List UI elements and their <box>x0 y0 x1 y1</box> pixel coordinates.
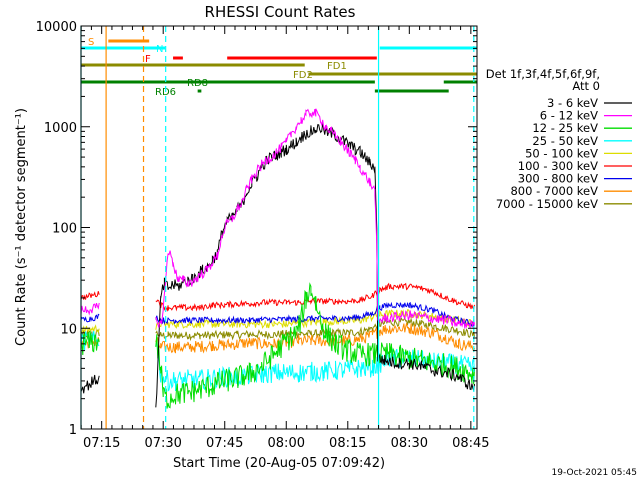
series-line-1 <box>80 108 475 329</box>
legend-label-3: 25 - 50 keV <box>532 134 598 148</box>
x-tick-label: 07:15 <box>83 436 120 451</box>
x-tick-label: 08:15 <box>329 436 366 451</box>
y-tick-label: 10 <box>60 322 77 337</box>
x-tick-label: 07:45 <box>206 436 243 451</box>
legend-label-8: 7000 - 15000 keV <box>496 197 598 211</box>
x-axis-label: Start Time (20-Aug-05 07:09:42) <box>173 456 385 471</box>
legend-label-2: 12 - 25 keV <box>532 121 598 135</box>
x-axis: 07:15 07:30 07:45 08:00 08:15 08:30 08:45 <box>80 26 490 451</box>
flags-layer: S NF FD1 FD2 RD8 RD6 <box>81 37 477 98</box>
flag-label-rd8: RD8 <box>187 78 208 89</box>
flag-label-fd1: FD1 <box>327 61 347 72</box>
y-axis-label: Count Rate (s⁻¹ detector segment⁻¹) <box>14 108 29 346</box>
y-axis: 1 10 100 1000 10000 <box>36 20 477 438</box>
y-tick-label: 100 <box>52 222 77 237</box>
legend-header-line-1: Det 1f,3f,4f,5f,6f,9f, <box>486 67 600 81</box>
flag-label-s: S <box>88 37 94 48</box>
flag-label-f: F <box>145 54 151 65</box>
x-tick-label: 08:30 <box>391 436 428 451</box>
flag-label-rd6: RD6 <box>155 87 176 98</box>
legend-label-5: 100 - 300 keV <box>518 159 598 173</box>
y-tick-label: 10000 <box>36 20 77 35</box>
x-tick-label: 08:00 <box>268 436 305 451</box>
series-line-0 <box>80 123 475 408</box>
x-tick-label: 07:30 <box>144 436 181 451</box>
series-line-6 <box>80 301 475 328</box>
x-tick-label: 08:45 <box>452 436 489 451</box>
legend-label-0: 3 - 6 keV <box>547 96 598 110</box>
chart-title: RHESSI Count Rates <box>205 3 356 21</box>
legend-label-4: 50 - 100 keV <box>525 146 598 160</box>
legend-label-1: 6 - 12 keV <box>540 109 598 123</box>
flag-label-fd2: FD2 <box>293 70 313 81</box>
series-line-2 <box>80 282 475 409</box>
legend-label-7: 800 - 7000 keV <box>510 184 598 198</box>
timestamp: 19-Oct-2021 05:45 <box>552 468 637 478</box>
legend-label-6: 300 - 800 keV <box>518 172 598 186</box>
y-tick-label: 1 <box>69 423 77 438</box>
y-tick-label: 1000 <box>44 121 77 136</box>
flag-label-n: N <box>156 44 163 55</box>
legend-header-line-2: Att 0 <box>572 79 600 93</box>
legend: Det 1f,3f,4f,5f,6f,9f, Att 0 3 - 6 keV6 … <box>486 67 632 211</box>
